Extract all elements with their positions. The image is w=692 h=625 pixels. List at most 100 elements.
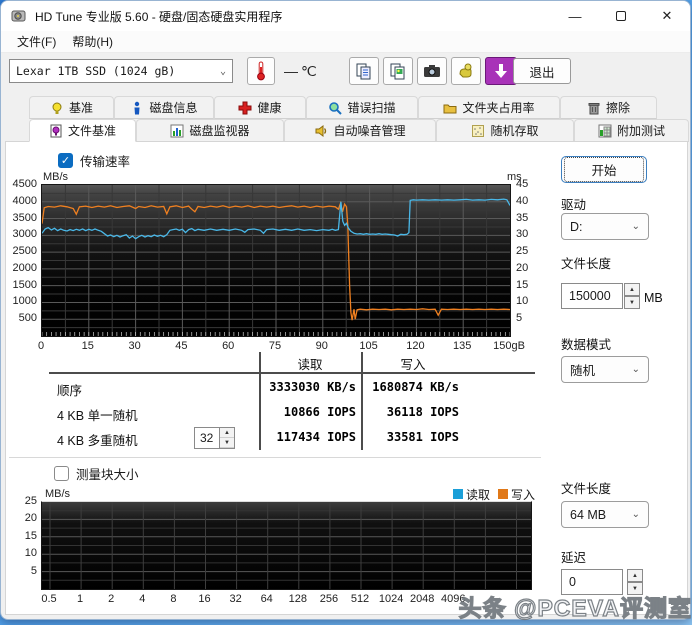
drive-combobox[interactable]: D: ⌄	[561, 213, 649, 240]
disk-monitor-icon	[170, 124, 184, 137]
tab-disk-monitor[interactable]: 磁盘监视器	[136, 119, 284, 142]
spin-up-icon[interactable]: ▲	[220, 428, 234, 438]
copy-text-button[interactable]	[349, 57, 379, 85]
main-y-right-tick: 45	[516, 178, 529, 190]
main-y-left-tick: 500	[18, 312, 37, 325]
read-value: 3333030 KB/s	[269, 380, 356, 394]
legend-write: 写入	[498, 486, 535, 503]
app-icon	[11, 10, 26, 22]
file-length2-combobox[interactable]: 64 MB ⌄	[561, 501, 649, 528]
tab-disk-info[interactable]: 磁盘信息	[114, 96, 214, 119]
window-title: HD Tune 专业版 5.60 - 硬盘/固态硬盘实用程序	[35, 9, 283, 24]
block-size-checkbox[interactable]: 测量块大小	[54, 464, 139, 483]
tab-row-1: 基准 磁盘信息 健康 错误扫描 文件夹占用率 擦除	[29, 96, 687, 119]
file-benchmark-icon	[50, 124, 62, 137]
tab-folder-usage[interactable]: 文件夹占用率	[418, 96, 560, 119]
spin-down-icon[interactable]: ▼	[627, 582, 643, 595]
thermometer-icon	[257, 61, 265, 81]
column-header-read: 读取	[297, 358, 323, 372]
maximize-button[interactable]	[598, 1, 644, 31]
block-x-tick: 512	[350, 593, 370, 605]
main-y-left-tick: 2000	[12, 261, 37, 274]
tab-auto-noise[interactable]: 自动噪音管理	[284, 119, 436, 142]
copy-image-icon	[390, 63, 405, 80]
block-x-tick: 256	[319, 593, 339, 605]
main-y-left-tick: 4500	[12, 178, 37, 190]
exit-button[interactable]: 退出	[513, 58, 571, 84]
benchmark-icon	[52, 102, 62, 114]
temperature-unit: ℃	[301, 63, 317, 79]
main-x-tick: 45	[175, 340, 188, 352]
minimize-button[interactable]: —	[568, 8, 582, 24]
file-length-input[interactable]: 150000	[561, 283, 623, 309]
read-value: 117434 IOPS	[276, 430, 356, 444]
delay-label: 延迟	[561, 551, 587, 565]
chart-legend: 读取 写入	[453, 486, 535, 503]
screenshot-button[interactable]	[417, 57, 447, 85]
transfer-rate-chart	[41, 184, 511, 337]
write-color-swatch	[498, 489, 509, 499]
error-scan-icon	[329, 101, 343, 115]
main-x-tick: 135	[453, 340, 472, 352]
read-value: 10866 IOPS	[283, 405, 356, 419]
auto-noise-icon	[315, 124, 327, 137]
read-color-swatch	[453, 489, 463, 499]
spin-up-icon[interactable]: ▲	[624, 283, 640, 296]
queue-depth-value[interactable]: 32	[194, 427, 220, 449]
main-y-left-tick: 1000	[12, 295, 37, 308]
close-button[interactable]: ✕	[661, 8, 673, 23]
data-mode-combobox[interactable]: 随机 ⌄	[561, 356, 649, 383]
tab-benchmark[interactable]: 基准	[29, 96, 114, 119]
main-y-right-tick: 30	[516, 228, 529, 241]
main-y-left-tick: 3500	[12, 211, 37, 224]
main-y-right-tick: 25	[516, 245, 529, 258]
spin-down-icon[interactable]: ▼	[220, 438, 234, 448]
tab-extra-tests[interactable]: 附加测试	[574, 119, 689, 142]
tab-random-access[interactable]: 随机存取	[436, 119, 574, 142]
tab-erase[interactable]: 擦除	[560, 96, 657, 119]
file-length-label: 文件长度	[561, 257, 612, 271]
delay-input[interactable]: 0	[561, 569, 623, 595]
drive-label: 驱动	[561, 198, 587, 212]
spin-up-icon[interactable]: ▲	[627, 569, 643, 582]
file-length-spinner[interactable]: 150000 ▲ ▼	[561, 283, 640, 309]
queue-depth-spinner[interactable]: 32 ▲ ▼	[194, 427, 235, 449]
write-value: 1680874 KB/s	[372, 380, 459, 394]
tab-file-benchmark[interactable]: 文件基准	[29, 119, 136, 142]
disk-info-icon	[134, 101, 140, 114]
tab-health[interactable]: 健康	[214, 96, 306, 119]
delay-spinner[interactable]: 0 ▲ ▼	[561, 569, 643, 595]
random-access-icon	[472, 124, 485, 137]
chevron-down-icon: ⌄	[631, 221, 640, 232]
series-读取	[42, 198, 510, 240]
row-label: 4 KB 多重随机	[57, 434, 138, 448]
write-value: 33581 IOPS	[386, 430, 459, 444]
main-y-left-tick: 3000	[12, 228, 37, 241]
main-x-tick: 90	[315, 340, 328, 352]
menu-bar: 文件(F) 帮助(H)	[1, 31, 690, 53]
start-button[interactable]: 开始	[561, 156, 647, 183]
drive-select[interactable]: Lexar 1TB SSD (1024 gB) ⌄	[9, 59, 233, 83]
block-size-chart	[41, 501, 532, 590]
file-length-unit: MB	[644, 291, 663, 305]
menu-file[interactable]: 文件(F)	[17, 35, 57, 49]
donate-button[interactable]	[451, 57, 481, 85]
camera-icon	[424, 65, 440, 77]
tab-error-scan[interactable]: 错误扫描	[306, 96, 418, 119]
temperature-button[interactable]	[247, 57, 275, 85]
spin-down-icon[interactable]: ▼	[624, 296, 640, 309]
block-x-tick: 0.5	[41, 593, 57, 605]
transfer-rate-checkbox[interactable]: ✓ 传输速率	[58, 151, 130, 170]
block-x-tick: 1	[77, 593, 84, 605]
main-x-tick: 120	[406, 340, 425, 352]
copy-image-button[interactable]	[383, 57, 413, 85]
main-y-right-tick: 35	[516, 211, 529, 224]
file-length2-label: 文件长度	[561, 482, 612, 496]
section-divider	[9, 457, 541, 458]
block-x-tick: 128	[288, 593, 307, 605]
temperature-value: —	[284, 63, 298, 79]
main-x-tick: 60	[222, 340, 235, 352]
checkbox-check-icon: ✓	[58, 153, 73, 168]
menu-help[interactable]: 帮助(H)	[72, 35, 113, 49]
watermark: 头条 @PCEVA评测室	[458, 594, 692, 621]
